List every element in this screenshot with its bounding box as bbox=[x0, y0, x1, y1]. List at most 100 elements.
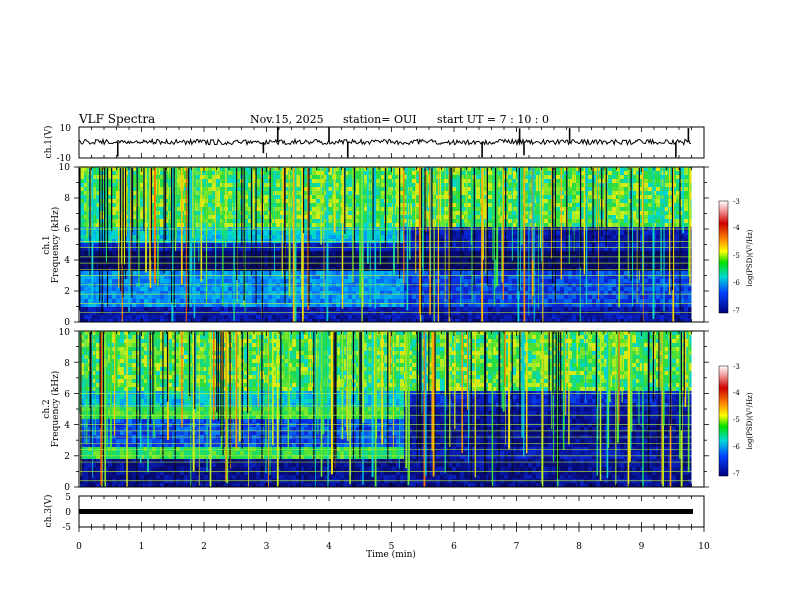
spec-cell bbox=[524, 251, 528, 255]
spec-cell bbox=[276, 203, 280, 207]
spec-cell bbox=[140, 235, 144, 239]
spec-cell bbox=[256, 175, 260, 179]
spec-cell bbox=[244, 235, 248, 239]
spec-cell bbox=[492, 319, 496, 322]
spec-cell bbox=[440, 263, 444, 267]
spec-cell bbox=[444, 187, 448, 191]
spec-cell bbox=[376, 239, 380, 243]
spec-cell bbox=[224, 307, 228, 311]
spec-cell bbox=[276, 195, 280, 199]
spec-cell bbox=[212, 235, 216, 239]
spec-cell bbox=[400, 263, 404, 267]
spec-cell bbox=[488, 319, 492, 322]
spec-cell bbox=[284, 291, 288, 295]
spec-cell bbox=[256, 243, 260, 247]
spec-cell bbox=[572, 299, 576, 303]
spec-cell bbox=[512, 287, 516, 291]
spec-cell bbox=[84, 175, 88, 179]
spec-cell bbox=[80, 195, 84, 199]
spec-cell bbox=[580, 179, 584, 183]
spec-cell bbox=[344, 275, 348, 279]
spec-cell bbox=[412, 223, 416, 227]
spec-cell bbox=[440, 175, 444, 179]
spec-cell bbox=[508, 219, 512, 223]
spec-cell bbox=[152, 271, 156, 275]
spec-cell bbox=[316, 179, 320, 183]
spec-cell bbox=[384, 295, 388, 299]
spec-cell bbox=[240, 275, 244, 279]
spec-cell bbox=[504, 275, 508, 279]
spec-cell bbox=[288, 303, 292, 307]
spec-cell bbox=[152, 219, 156, 223]
spec-cell bbox=[272, 319, 276, 322]
spec-cell bbox=[128, 175, 132, 179]
spec-cell bbox=[264, 275, 268, 279]
spec-cell bbox=[348, 203, 352, 207]
spec-cell bbox=[228, 207, 232, 211]
spec-cell bbox=[416, 183, 420, 187]
spec-cell bbox=[272, 275, 276, 279]
spec-cell bbox=[396, 291, 400, 295]
spec-cell bbox=[344, 235, 348, 239]
spec-cell bbox=[452, 307, 456, 311]
spec-cell bbox=[152, 279, 156, 283]
spec-cell bbox=[216, 231, 220, 235]
spec-cell bbox=[456, 175, 460, 179]
spec-cell bbox=[196, 231, 200, 235]
spec-cell bbox=[376, 287, 380, 291]
spec-cell bbox=[96, 211, 100, 215]
spec-cell bbox=[304, 307, 308, 311]
spec-cell bbox=[568, 239, 572, 243]
spec-cell bbox=[140, 219, 144, 223]
spec-cell bbox=[116, 287, 120, 291]
spec-cell bbox=[320, 315, 324, 319]
spec-cell bbox=[524, 299, 528, 303]
spec-cell bbox=[136, 223, 140, 227]
spec-cell bbox=[96, 223, 100, 227]
spec-cell bbox=[296, 167, 300, 171]
spec-cell bbox=[556, 319, 560, 322]
spec-cell bbox=[296, 235, 300, 239]
spec-cell bbox=[348, 319, 352, 322]
spec-cell bbox=[112, 319, 116, 322]
spec-cell bbox=[416, 207, 420, 211]
spec-cell bbox=[520, 275, 524, 279]
spec-cell bbox=[544, 315, 548, 319]
spec-cell bbox=[504, 263, 508, 267]
spec-cell bbox=[304, 231, 308, 235]
spec-cell bbox=[404, 171, 408, 175]
spec-cell bbox=[580, 171, 584, 175]
spec-cell bbox=[328, 235, 332, 239]
spec-cell bbox=[512, 291, 516, 295]
spec-cell bbox=[212, 319, 216, 322]
spec-cell bbox=[264, 251, 268, 255]
spec-cell bbox=[388, 199, 392, 203]
spec-cell bbox=[328, 243, 332, 247]
spec-cell bbox=[112, 287, 116, 291]
spec-cell bbox=[468, 303, 472, 307]
spec-cell bbox=[528, 291, 532, 295]
spec-cell bbox=[296, 231, 300, 235]
spec-cell bbox=[264, 319, 268, 322]
spec-cell bbox=[520, 299, 524, 303]
spec-cell bbox=[344, 179, 348, 183]
spec-cell bbox=[164, 303, 168, 307]
spec-cell bbox=[160, 211, 164, 215]
spec-cell bbox=[508, 191, 512, 195]
spec-cell bbox=[376, 175, 380, 179]
spec-cell bbox=[108, 167, 112, 171]
spec-cell bbox=[544, 199, 548, 203]
spec-cell bbox=[312, 247, 316, 251]
spec-cell bbox=[132, 271, 136, 275]
spec-cell bbox=[116, 243, 120, 247]
spec-cell bbox=[224, 287, 228, 291]
spec-cell bbox=[244, 263, 248, 267]
spec-cell bbox=[456, 259, 460, 263]
spec-cell bbox=[132, 171, 136, 175]
spec-cell bbox=[284, 287, 288, 291]
spec-cell bbox=[336, 291, 340, 295]
spec-cell bbox=[536, 215, 540, 219]
spec-cell bbox=[188, 303, 192, 307]
spec-cell bbox=[556, 247, 560, 251]
spec-cell bbox=[488, 307, 492, 311]
